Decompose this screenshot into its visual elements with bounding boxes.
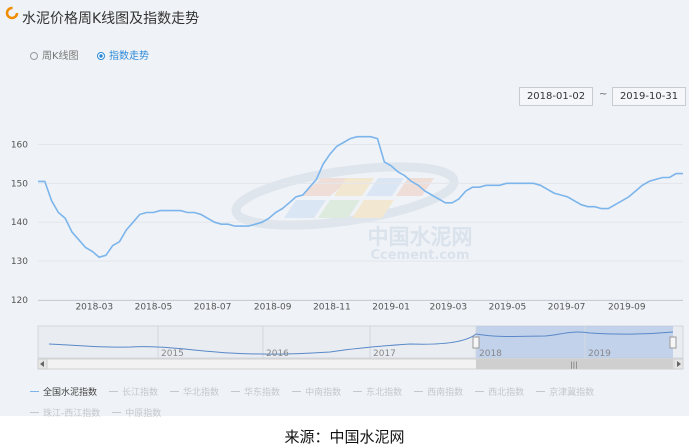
legend-item[interactable]: 中原指数: [112, 407, 161, 422]
legend-item[interactable]: 长江指数: [109, 386, 158, 401]
x-tick-label: 2019-07: [548, 303, 586, 313]
page-title: 水泥价格周K线图及指数走势: [22, 11, 200, 27]
legend-label: 东北指数: [366, 388, 403, 398]
legend-line-icon: [30, 391, 39, 392]
range-navigator[interactable]: 2015 2016 2017 2018 2019: [37, 325, 684, 359]
y-tick-label: 120: [11, 296, 28, 306]
x-tick-label: 2018-07: [194, 303, 232, 313]
legend-label: 长江指数: [122, 388, 159, 398]
logo-ring-icon: [5, 6, 19, 20]
legend-item[interactable]: 西南指数: [414, 386, 463, 401]
legend-item[interactable]: 中南指数: [292, 386, 341, 401]
legend-line-icon: [292, 391, 302, 392]
navigator-year-label: 2018: [479, 349, 502, 359]
date-separator: ~: [599, 89, 608, 100]
navigator-left-handle[interactable]: [472, 336, 480, 349]
legend-line-icon: [353, 391, 363, 392]
x-tick-label: 2019-03: [429, 303, 467, 313]
navigator-selected-range[interactable]: [476, 326, 673, 358]
legend-label: 中南指数: [305, 388, 342, 398]
navigator-year-label: 2019: [588, 349, 611, 359]
y-tick-label: 140: [11, 218, 28, 228]
navigator-year-label: 2015: [161, 349, 184, 359]
option-label: 周K线图: [42, 51, 79, 62]
legend-item[interactable]: 西北指数: [475, 386, 524, 401]
legend-line-icon: [170, 391, 180, 392]
legend-line-icon: [30, 412, 39, 413]
x-tick-label: 2018-03: [75, 303, 113, 313]
legend-line-icon: [112, 412, 122, 413]
legend-label: 华北指数: [183, 388, 220, 398]
index-line-chart: 中国水泥网 Ccement.com 120 130 140 150 160 2018-0…: [11, 135, 684, 370]
navigator-right-handle[interactable]: [669, 336, 677, 349]
legend-label: 珠江-西江指数: [43, 409, 101, 419]
navigator-year-labels: 2015 2016 2017 2018 2019: [161, 349, 611, 359]
watermark-text-cn: 中国水泥网: [368, 225, 473, 249]
scrollbar-grip: |||: [570, 361, 577, 369]
legend-label: 全国水泥指数: [43, 388, 98, 398]
legend-label: 西南指数: [427, 388, 464, 398]
legend-item[interactable]: 珠江-西江指数: [30, 407, 100, 422]
legend-label: 西北指数: [488, 388, 525, 398]
option-weekly-k-chart[interactable]: 周K线图: [30, 47, 79, 62]
legend-item[interactable]: 华北指数: [170, 386, 219, 401]
navigator-series-line: [48, 331, 674, 355]
y-tick-label: 150: [11, 179, 28, 189]
option-label: 指数走势: [109, 51, 149, 62]
x-axis-ticks: 2018-03 2018-05 2018-07 2018-09 2018-11 2019-…: [38, 300, 683, 313]
source-caption: 来源：中国水泥网: [284, 428, 405, 446]
x-tick-label: 2019-09: [608, 303, 646, 313]
x-tick-label: 2019-05: [489, 303, 527, 313]
x-tick-label: 2019-01: [372, 303, 410, 313]
legend-line-icon: [414, 391, 424, 392]
y-tick-label: 130: [11, 257, 28, 267]
watermark-text-en: Ccement.com: [370, 248, 469, 263]
arrow-left-icon: [40, 361, 44, 367]
navigator-year-label: 2016: [266, 349, 289, 359]
watermark: 中国水泥网 Ccement.com: [231, 162, 473, 263]
option-index-trend[interactable]: 指数走势: [97, 47, 149, 62]
legend-item[interactable]: 东北指数: [353, 386, 402, 401]
legend-label: 京津冀指数: [549, 388, 595, 398]
radio-selected-icon[interactable]: [97, 52, 105, 60]
navigator-year-label: 2017: [373, 349, 396, 359]
legend-line-icon: [536, 391, 546, 392]
legend: 全国水泥指数 长江指数 华北指数 华东指数 中南指数 东北指数 西南指数 西北指数 京津冀指数珠…: [30, 380, 680, 422]
x-tick-label: 2018-09: [254, 303, 292, 313]
x-tick-label: 2018-05: [135, 303, 173, 313]
start-date-input[interactable]: 2018-01-02: [519, 87, 593, 106]
series-line-national-index: [38, 135, 683, 259]
legend-label: 华东指数: [244, 388, 281, 398]
x-tick-label: 2018-11: [313, 303, 351, 313]
legend-item[interactable]: 华东指数: [231, 386, 280, 401]
scrollbar[interactable]: |||: [37, 358, 684, 370]
legend-line-icon: [231, 391, 241, 392]
arrow-right-icon: [677, 361, 681, 367]
legend-item[interactable]: 京津冀指数: [536, 386, 594, 401]
radio-unselected-icon[interactable]: [30, 52, 38, 60]
y-tick-label: 160: [11, 140, 28, 150]
end-date-input[interactable]: 2019-10-31: [612, 87, 686, 106]
legend-line-icon: [109, 391, 119, 392]
legend-line-icon: [475, 391, 485, 392]
legend-label: 中原指数: [125, 409, 162, 419]
scrollbar-thumb[interactable]: [476, 359, 673, 369]
y-axis-ticks: 120 130 140 150 160: [11, 140, 28, 306]
legend-item[interactable]: 全国水泥指数: [30, 386, 97, 401]
